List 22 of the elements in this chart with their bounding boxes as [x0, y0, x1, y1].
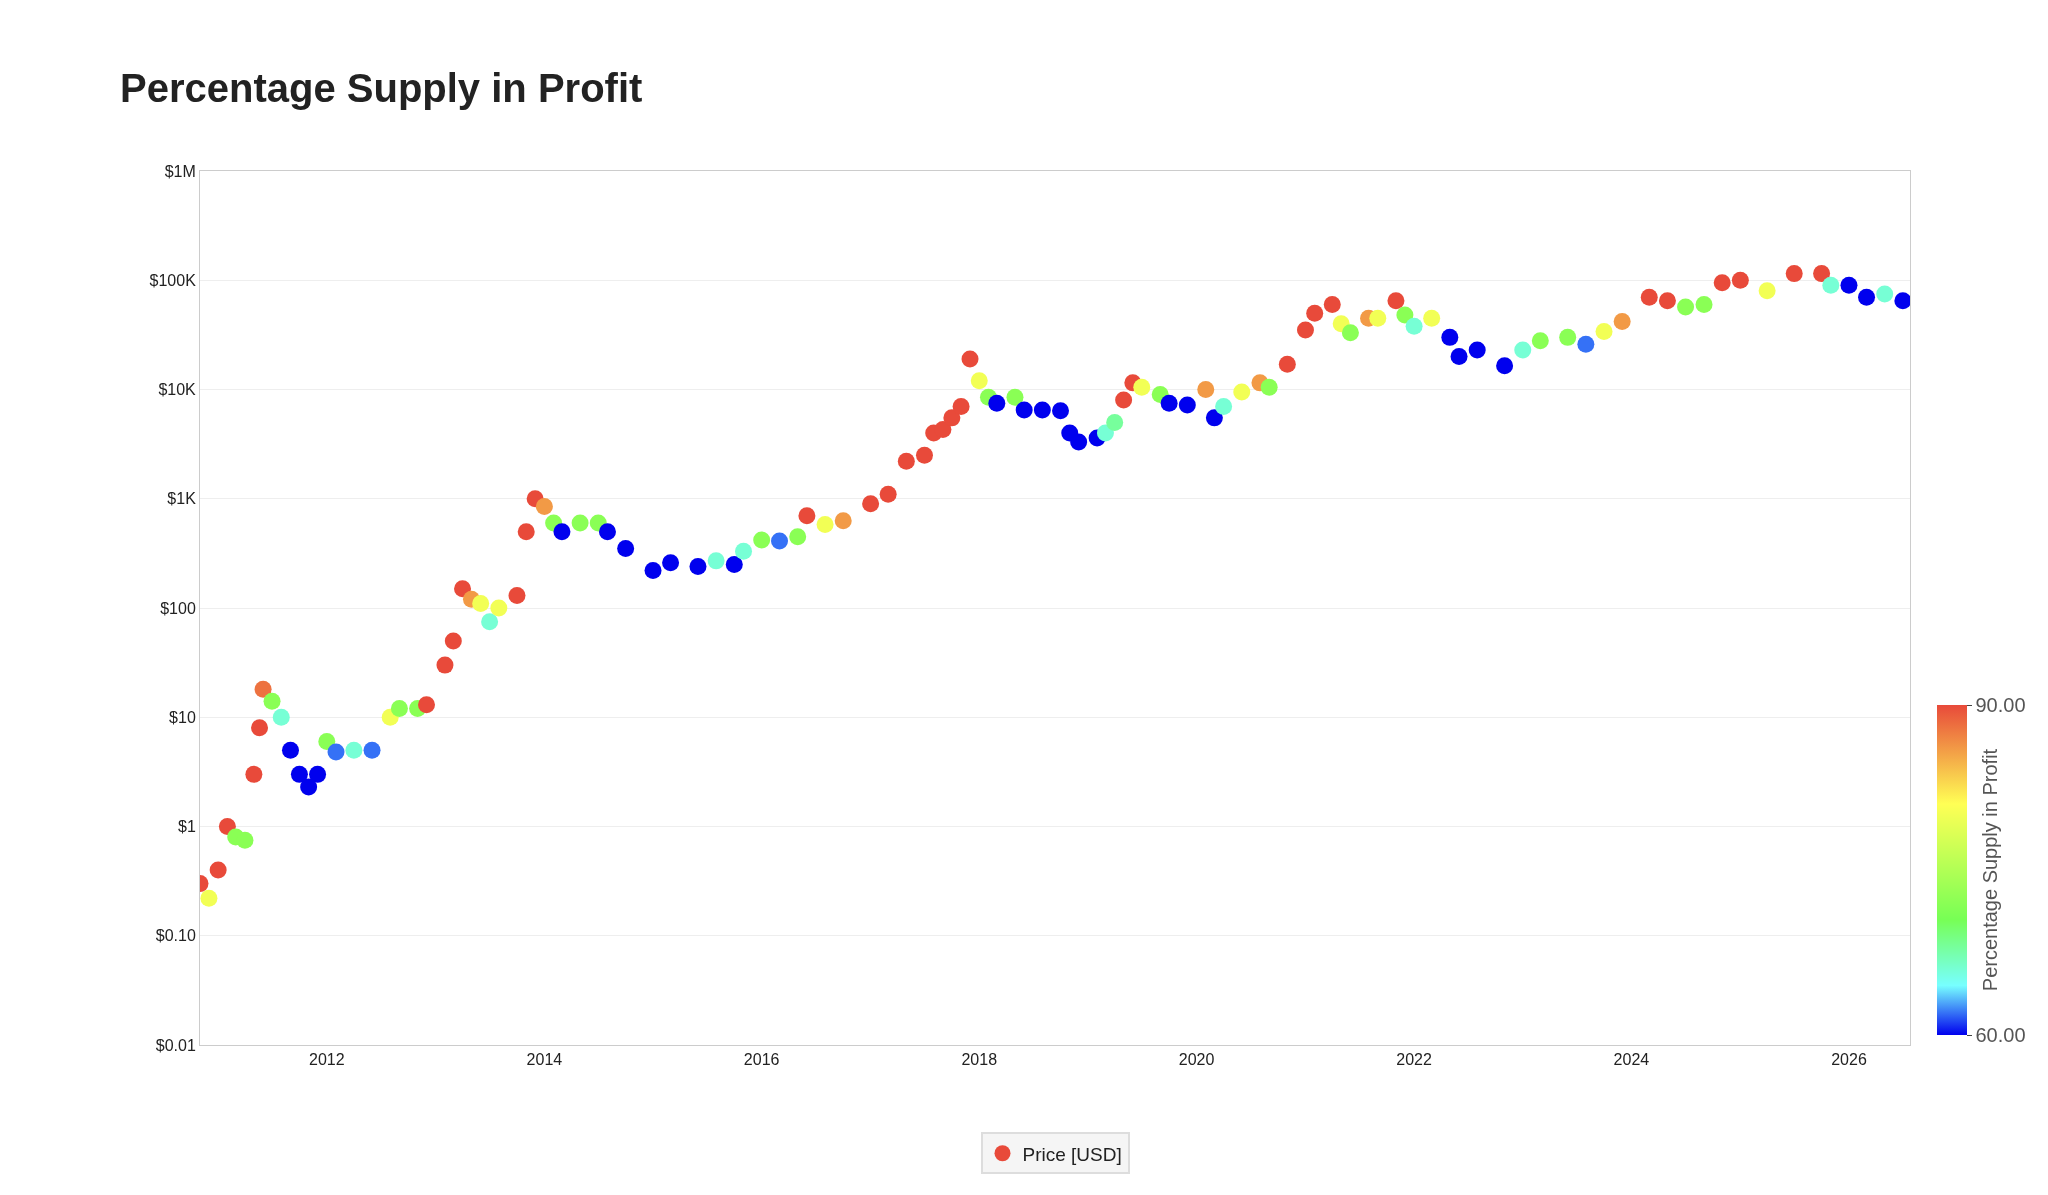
x-tick-label: 2014: [526, 1051, 563, 1069]
color-bar-title: Percentage Supply in Profit: [1979, 748, 2002, 992]
x-tick-label: 2024: [1613, 1051, 1650, 1069]
legend-label: Price [USD]: [1022, 1143, 1122, 1165]
y-tick-label: $0.10: [155, 927, 196, 945]
x-tick-label: 2018: [961, 1051, 998, 1069]
y-tick-label: $10: [169, 708, 196, 726]
x-tick-label: 2022: [1396, 1051, 1433, 1069]
y-tick-label: $10K: [158, 381, 197, 399]
y-tick-label: $0.01: [155, 1036, 196, 1054]
y-tick-label: $1M: [164, 162, 196, 180]
x-tick-label: 2020: [1178, 1051, 1215, 1069]
x-tick-label: 2026: [1831, 1051, 1867, 1069]
y-tick-label: $1K: [167, 490, 197, 508]
color-bar-label: 60.00: [1975, 1024, 2026, 1046]
y-tick-label: $1: [178, 818, 196, 836]
chart-title: Percentage Supply in Profit: [120, 66, 643, 110]
x-tick-label: 2012: [309, 1051, 345, 1069]
x-tick-label: 2016: [743, 1051, 780, 1069]
y-tick-label: $100K: [149, 271, 197, 289]
color-bar-label: 90.00: [1975, 694, 2026, 716]
y-tick-label: $100: [160, 599, 196, 617]
